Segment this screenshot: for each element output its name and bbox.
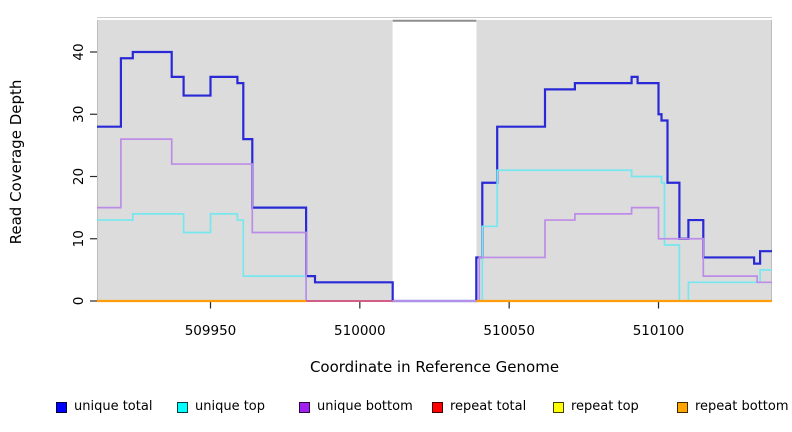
- legend-item-repeat-total: repeat total: [432, 399, 526, 415]
- legend-swatch-unique-top: [177, 401, 188, 413]
- y-tick-label: 40: [71, 43, 87, 60]
- x-axis-title: Coordinate in Reference Genome: [309, 358, 560, 376]
- series-line-unique-bottom: [97, 138, 772, 302]
- legend-item-repeat-bottom: repeat bottom: [677, 399, 789, 415]
- legend-swatch-repeat-total: [432, 401, 443, 413]
- legend-swatch-unique-total: [56, 401, 67, 413]
- legend-label: repeat total: [450, 399, 527, 414]
- legend-label: unique top: [195, 399, 266, 414]
- y-axis-title: Read Coverage Depth: [7, 79, 25, 245]
- masked-region: [392, 17, 477, 302]
- y-tick-label: 0: [71, 297, 87, 306]
- y-tick-label: 20: [71, 168, 87, 185]
- legend-swatch-repeat-top: [553, 401, 564, 413]
- legend-label: repeat bottom: [695, 399, 789, 414]
- y-tick-label: 30: [71, 106, 87, 123]
- x-tick-label: 510100: [633, 323, 685, 339]
- legend-label: repeat top: [571, 399, 639, 414]
- x-tick-label: 510000: [334, 323, 386, 339]
- panel-shaded-region: [97, 20, 393, 302]
- x-tick-label: 509950: [185, 323, 237, 339]
- legend-label: unique total: [74, 399, 153, 414]
- legend-label: unique bottom: [317, 399, 413, 414]
- x-tick-label: 510050: [483, 323, 535, 339]
- legend-item-repeat-top: repeat top: [553, 399, 639, 415]
- legend-swatch-unique-bottom: [299, 401, 310, 413]
- legend-item-unique-bottom: unique bottom: [299, 399, 413, 415]
- legend: unique total unique top unique bottom re…: [0, 399, 792, 419]
- y-tick-label: 10: [71, 230, 87, 247]
- legend-item-unique-top: unique top: [177, 399, 265, 415]
- panel-shaded-region: [476, 20, 772, 302]
- legend-item-unique-total: unique total: [56, 399, 152, 415]
- legend-swatch-repeat-bottom: [677, 401, 688, 413]
